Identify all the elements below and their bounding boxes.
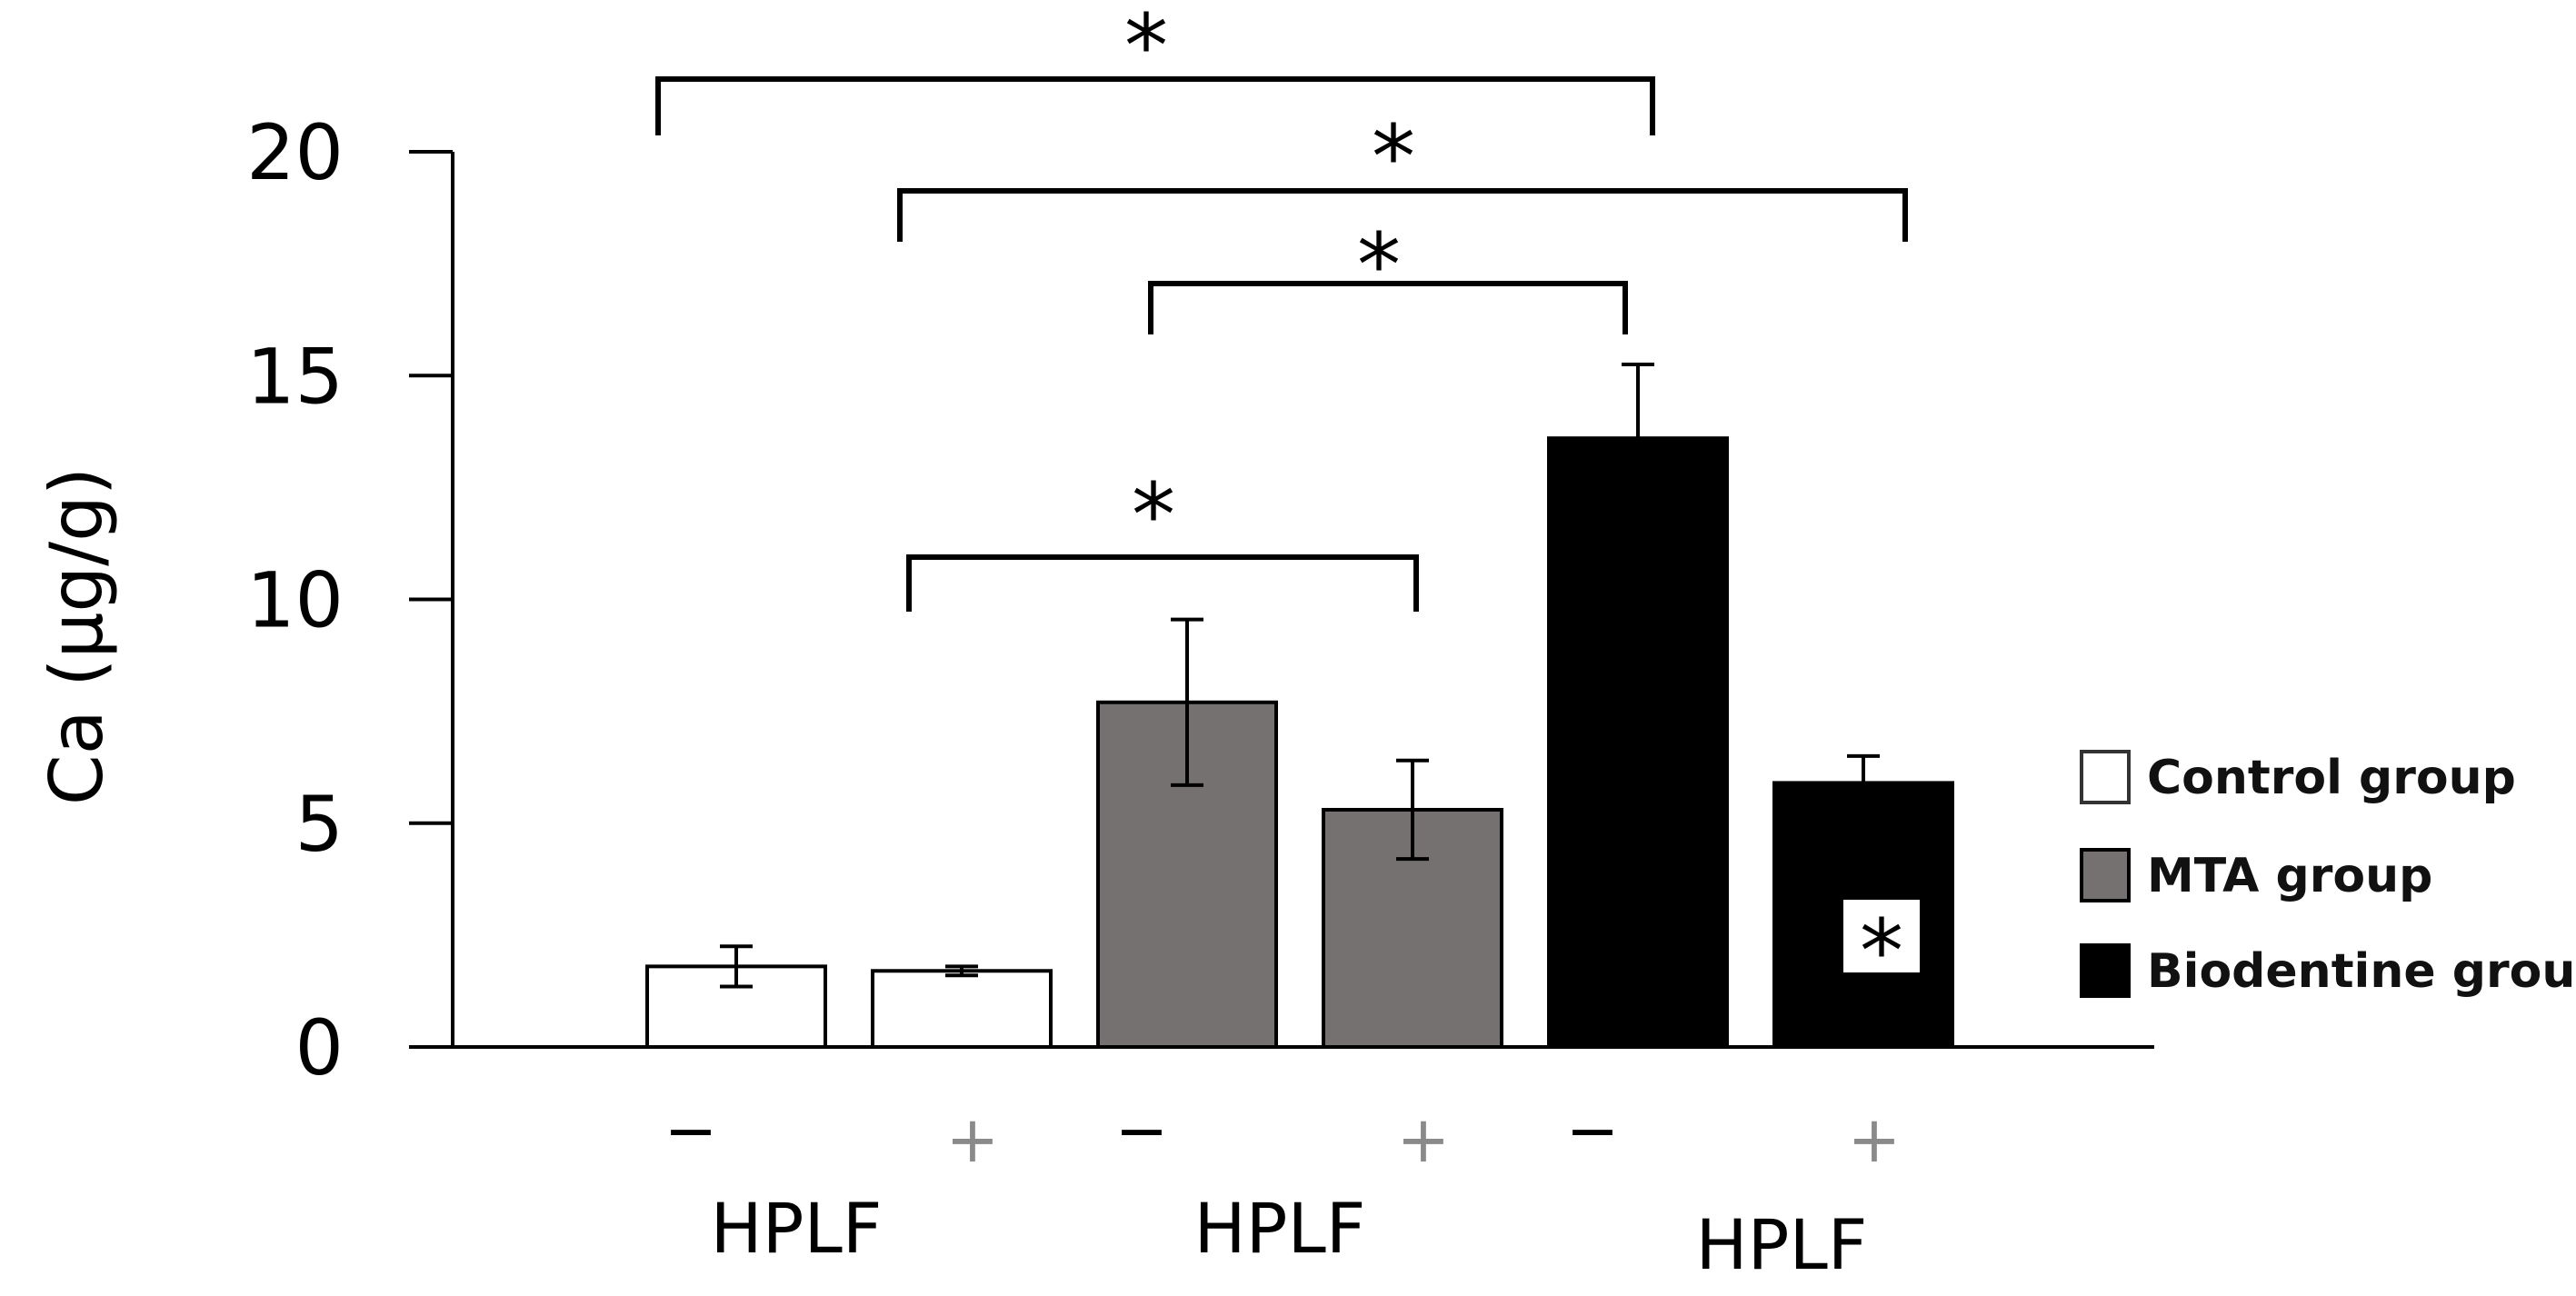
legend-item: Control group <box>2080 750 2516 805</box>
y-tick-label: 0 <box>295 1003 344 1092</box>
significance-brackets: **** <box>655 0 1908 612</box>
legend-label: Control group <box>2147 751 2516 805</box>
x-sign-label: + <box>946 1102 1000 1177</box>
y-ticks: 0 5 10 15 20 <box>246 108 453 1092</box>
bars <box>645 436 1954 1050</box>
legend-item: MTA group <box>2080 848 2432 903</box>
bar <box>871 969 1053 1050</box>
significance-star: * <box>1124 0 1168 97</box>
x-sign-label: − <box>1566 1093 1620 1168</box>
y-axis-label: Ca (μg/g) <box>35 467 119 805</box>
y-tick-label: 15 <box>246 332 344 421</box>
error-bar <box>1396 758 1429 862</box>
x-group-label: HPLF <box>1695 1204 1867 1285</box>
x-sign-label: − <box>1115 1093 1169 1168</box>
y-tick-label: 5 <box>295 780 344 869</box>
x-group-label: HPLF <box>710 1188 882 1269</box>
bar-annotations: * <box>1843 900 1920 1002</box>
x-sign-label: + <box>1397 1102 1451 1177</box>
error-bars <box>720 362 1880 989</box>
x-sign-label: − <box>664 1093 718 1168</box>
error-bar <box>1171 617 1203 787</box>
legend-label: MTA group <box>2147 849 2432 903</box>
error-bar <box>1847 753 1880 812</box>
legend-swatch <box>2080 943 2131 998</box>
legend-swatch <box>2080 750 2131 804</box>
bar <box>1547 436 1729 1049</box>
significance-star: * <box>1132 464 1175 566</box>
error-bar <box>1622 362 1654 514</box>
significance-bracket: * <box>655 0 1655 135</box>
bar-annotation-star: * <box>1860 901 1903 1002</box>
significance-bracket: * <box>1148 214 1628 334</box>
legend: Control group MTA group Biodentine group <box>2080 750 2576 999</box>
bar-annotation: * <box>1843 900 1920 1002</box>
error-bar <box>945 964 978 978</box>
significance-star: * <box>1357 214 1401 316</box>
error-bar <box>720 944 753 989</box>
y-tick-label: 10 <box>246 556 344 645</box>
legend-item: Biodentine group <box>2080 943 2576 999</box>
x-labels: − + − + − + HPLF HPLF HPLF <box>664 1093 1902 1285</box>
significance-bracket: * <box>906 464 1419 612</box>
legend-label: Biodentine group <box>2147 944 2576 999</box>
x-sign-label: + <box>1848 1102 1902 1177</box>
y-tick-label: 20 <box>246 108 344 197</box>
significance-star: * <box>1372 106 1415 208</box>
significance-bracket: * <box>897 106 1908 242</box>
x-group-label: HPLF <box>1193 1188 1365 1269</box>
legend-swatch <box>2080 848 2131 902</box>
